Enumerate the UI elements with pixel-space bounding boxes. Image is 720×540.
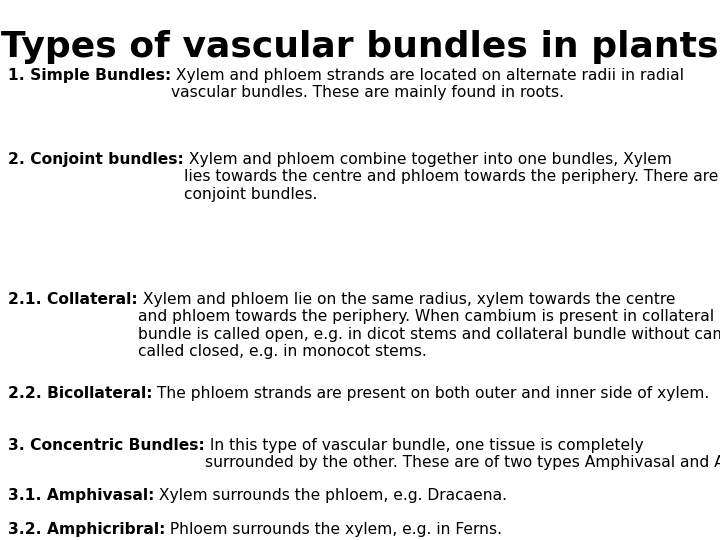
Text: Phloem surrounds the xylem, e.g. in Ferns.: Phloem surrounds the xylem, e.g. in Fern…	[166, 522, 503, 537]
Text: Xylem and phloem lie on the same radius, xylem towards the centre
and phloem tow: Xylem and phloem lie on the same radius,…	[138, 292, 720, 359]
Text: 2.1. Collateral:: 2.1. Collateral:	[8, 292, 138, 307]
Text: Types of vascular bundles in plants: Types of vascular bundles in plants	[1, 30, 719, 64]
Text: Xylem surrounds the phloem, e.g. Dracaena.: Xylem surrounds the phloem, e.g. Dracaen…	[154, 488, 508, 503]
Text: 3.1. Amphivasal:: 3.1. Amphivasal:	[8, 488, 154, 503]
Text: 2. Conjoint bundles:: 2. Conjoint bundles:	[8, 152, 184, 167]
Text: Xylem and phloem strands are located on alternate radii in radial
vascular bundl: Xylem and phloem strands are located on …	[171, 68, 684, 100]
Text: 2.2. Bicollateral:: 2.2. Bicollateral:	[8, 386, 153, 401]
Text: 3.2. Amphicribral:: 3.2. Amphicribral:	[8, 522, 166, 537]
Text: Xylem and phloem combine together into one bundles, Xylem
lies towards the centr: Xylem and phloem combine together into o…	[184, 152, 720, 202]
Text: The phloem strands are present on both outer and inner side of xylem.: The phloem strands are present on both o…	[153, 386, 710, 401]
Text: 3. Concentric Bundles:: 3. Concentric Bundles:	[8, 438, 204, 453]
Text: 1. Simple Bundles:: 1. Simple Bundles:	[8, 68, 171, 83]
Text: In this type of vascular bundle, one tissue is completely
surrounded by the othe: In this type of vascular bundle, one tis…	[204, 438, 720, 470]
